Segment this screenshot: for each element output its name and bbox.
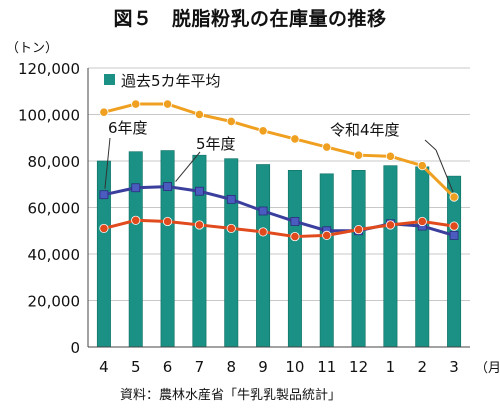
source-note: 資料：農林水産省「牛乳乳製品統計」 (120, 388, 342, 403)
y-tick-label: 40,000 (28, 246, 81, 264)
x-tick-label: 1 (386, 358, 396, 376)
series-marker (290, 134, 300, 144)
series-marker (449, 230, 459, 240)
leader-line-r4 (424, 139, 437, 151)
y-tick-label: 120,000 (18, 60, 80, 78)
x-tick-label: 12 (349, 358, 368, 376)
bar (447, 175, 462, 348)
x-tick-label: 6 (163, 358, 173, 376)
x-tick-label: 2 (417, 358, 427, 376)
series-line (103, 102, 456, 199)
series-marker (449, 192, 459, 202)
series-marker (131, 99, 141, 109)
series-marker (99, 107, 109, 117)
series-label-6: 6年度 (108, 119, 148, 137)
x-tick-label: 8 (226, 358, 236, 376)
series-marker (385, 220, 396, 230)
series-marker (322, 230, 332, 240)
series-marker (258, 126, 268, 136)
series-marker (449, 221, 459, 231)
bar (160, 150, 175, 348)
x-tick-label: 10 (285, 358, 304, 376)
series-marker (226, 223, 236, 234)
chart-title: 図５ 脱脂粉乳の在庫量の推移 (113, 8, 387, 30)
series-marker (290, 217, 300, 226)
x-tick-label: 5 (131, 358, 141, 376)
bar (96, 160, 111, 348)
series-marker (290, 231, 300, 242)
x-tick-label: 11 (317, 358, 336, 376)
x-tick-label: 4 (99, 358, 109, 376)
series-marker (195, 186, 204, 196)
leader-line-5 (175, 151, 201, 182)
series-marker (99, 223, 109, 234)
series-label-5: 5年度 (196, 135, 236, 153)
series-marker (162, 99, 173, 109)
series-line (103, 218, 455, 239)
y-tick-label: 20,000 (28, 293, 81, 311)
series-marker (131, 215, 141, 225)
series-marker (322, 142, 332, 152)
y-tick-label: 0 (70, 339, 80, 357)
series-marker (163, 182, 172, 191)
series-marker (162, 216, 173, 227)
legend-swatch (104, 74, 115, 85)
series-marker (131, 183, 141, 193)
x-tick-label: 7 (195, 358, 205, 376)
bar (192, 154, 207, 348)
series-marker (353, 150, 364, 160)
bar (287, 170, 302, 348)
series-marker (226, 116, 236, 127)
series-marker (226, 194, 236, 204)
series-line (103, 185, 455, 237)
series-marker (417, 161, 427, 171)
leader-line-6 (104, 137, 111, 189)
bar (256, 164, 271, 348)
series-marker (417, 216, 427, 227)
x-axis-unit: （月） (475, 361, 500, 376)
bar (319, 173, 334, 348)
y-axis-unit: （トン） (6, 41, 58, 56)
bar (128, 151, 143, 348)
series-marker (99, 190, 109, 200)
x-tick-label: 9 (258, 358, 268, 376)
series-marker (258, 206, 268, 216)
series-marker (194, 220, 205, 230)
bar (383, 165, 398, 348)
bar (415, 166, 430, 348)
y-tick-label: 80,000 (28, 153, 81, 171)
bar (351, 170, 366, 348)
y-tick-label: 60,000 (28, 200, 81, 218)
y-tick-label: 100,000 (18, 107, 80, 125)
series-marker (194, 109, 205, 120)
bar (224, 158, 239, 348)
leader-line-r4b (435, 149, 454, 193)
series-marker (258, 227, 268, 237)
series-marker (353, 224, 364, 235)
series-marker (385, 151, 396, 161)
legend-label: 過去5カ年平均 (121, 72, 221, 90)
x-tick-label: 3 (449, 358, 459, 376)
series-label-r4: 令和4年度 (330, 121, 400, 139)
